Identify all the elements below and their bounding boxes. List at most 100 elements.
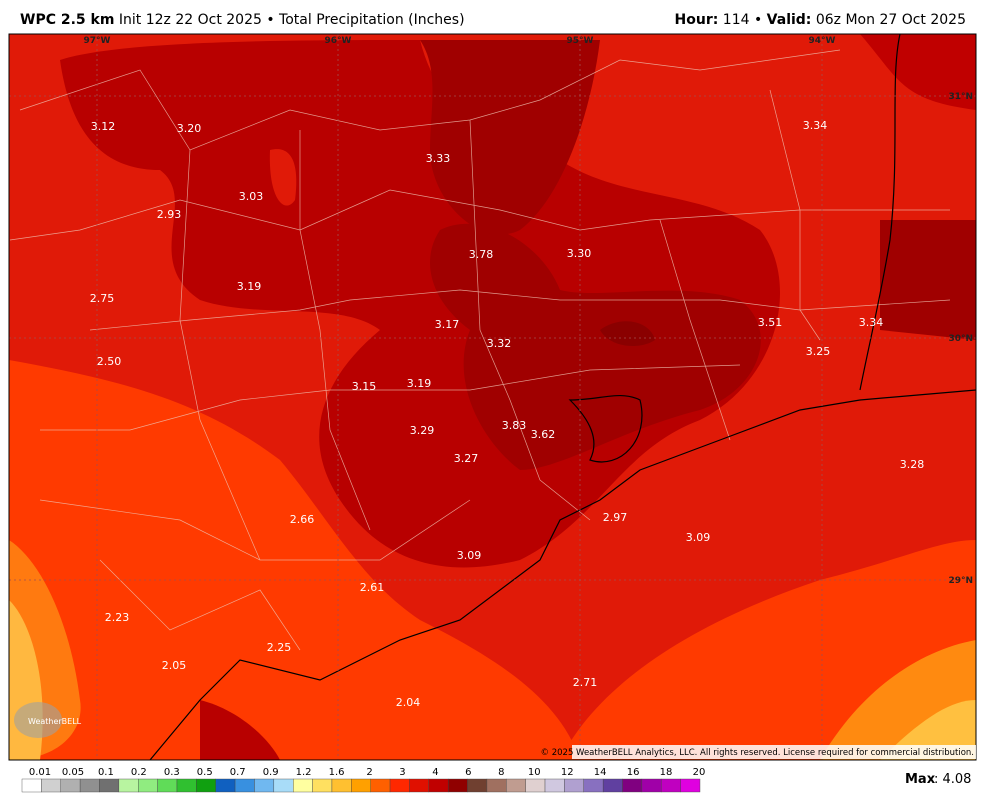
colorbar-swatch [234, 778, 255, 793]
colorbar-swatch [564, 778, 584, 793]
colorbar-swatch [661, 778, 681, 793]
colorbar-swatch [583, 778, 604, 793]
hour: 114 • [722, 12, 763, 28]
colorbar-swatch [79, 778, 100, 793]
point-value: 3.12 [91, 120, 116, 133]
point-value: 3.15 [352, 380, 377, 393]
point-value: 3.19 [237, 280, 262, 293]
point-value: 2.97 [603, 511, 628, 524]
colorbar-swatch [351, 778, 371, 793]
copyright-bg [572, 745, 976, 759]
point-value: 3.34 [859, 316, 884, 329]
max-label: Max [905, 772, 936, 787]
colorbar-label: 10 [528, 767, 541, 778]
colorbar-label: 4 [432, 767, 438, 778]
point-value: 3.30 [567, 247, 592, 260]
colorbar-swatch [138, 778, 158, 793]
point-value: 3.27 [454, 452, 479, 465]
colorbar-swatch [506, 778, 526, 793]
colorbar-swatch [370, 778, 391, 793]
point-value: 2.25 [267, 641, 292, 654]
point-value: 3.62 [531, 428, 556, 441]
colorbar-swatch [99, 778, 120, 793]
point-value: 3.33 [426, 152, 451, 165]
colorbar-label: 0.05 [62, 767, 84, 778]
colorbar-swatch [544, 778, 565, 793]
colorbar-label: 8 [498, 767, 504, 778]
colorbar-swatch [254, 778, 275, 793]
colorbar-label: 0.5 [197, 767, 213, 778]
colorbar-swatch [41, 778, 61, 793]
colorbar-swatch [331, 778, 352, 793]
point-value: 2.05 [162, 659, 187, 672]
header-left: WPC 2.5 km Init 12z 22 Oct 2025 • Total … [20, 12, 465, 28]
colorbar-label: 0.9 [263, 767, 279, 778]
coastline [149, 34, 976, 760]
colorbar-label: 1.6 [329, 767, 345, 778]
point-value: 3.28 [900, 458, 925, 471]
point-value: 3.29 [410, 424, 435, 437]
point-value: 2.71 [573, 676, 598, 689]
logo: WeatherBELL [28, 717, 82, 726]
colorbar-swatch [680, 778, 701, 793]
colorbar-label: 0.1 [98, 767, 114, 778]
colorbar-swatch [409, 778, 429, 793]
longitude-label: 97°W [84, 36, 111, 46]
colorbar-swatch [622, 778, 643, 793]
point-value: 3.25 [806, 345, 831, 358]
colorbar-swatch [602, 778, 623, 793]
point-value: 3.78 [469, 248, 494, 261]
colorbar-swatch [293, 778, 313, 793]
graticule [9, 34, 976, 760]
point-value: 3.32 [487, 337, 512, 350]
colorbar-label: 16 [627, 767, 640, 778]
header-right: Hour: 114 • Valid: 06z Mon 27 Oct 2025 [675, 12, 966, 28]
colorbar-swatch [215, 778, 236, 793]
logo-icon [14, 702, 62, 738]
colorbar-swatch [428, 778, 449, 793]
init: Init 12z 22 Oct 2025 • Total Precipitati… [118, 12, 465, 28]
latitude-label: 31°N [948, 92, 973, 102]
colorbar-swatch [447, 778, 468, 793]
precip-field [9, 34, 976, 760]
colorbar-label: 6 [465, 767, 471, 778]
colorbar-label: 1.2 [296, 767, 312, 778]
colorbar-label: 18 [660, 767, 673, 778]
colorbar-label: 0.7 [230, 767, 246, 778]
valid-label: Valid: [766, 12, 812, 28]
colorbar-label: 3 [399, 767, 405, 778]
copyright: © 2025 WeatherBELL Analytics, LLC. All r… [541, 748, 974, 758]
max-value: : 4.08 [934, 772, 971, 787]
colorbar-swatch [486, 778, 507, 793]
colorbar-swatch [21, 778, 42, 793]
point-value: 2.61 [360, 581, 385, 594]
point-value: 3.09 [457, 549, 482, 562]
point-value: 3.17 [435, 318, 460, 331]
colorbar-swatch [60, 778, 81, 793]
point-value: 3.19 [407, 377, 432, 390]
point-value: 2.23 [105, 611, 130, 624]
point-value: 3.51 [758, 316, 783, 329]
colorbar-label: 2 [366, 767, 372, 778]
county-lines [9, 49, 951, 651]
point-value: 3.34 [803, 119, 828, 132]
colorbar-swatch [273, 778, 294, 793]
colorbar-swatch [176, 778, 197, 793]
point-value: 3.83 [502, 419, 527, 432]
point-value: 2.50 [97, 355, 122, 368]
colorbar-swatch [312, 778, 333, 793]
point-value: 3.03 [239, 190, 264, 203]
longitude-label: 95°W [567, 36, 594, 46]
colorbar-swatch [641, 778, 662, 793]
colorbar-swatch [196, 778, 216, 793]
colorbar-label: 20 [693, 767, 706, 778]
point-value: 3.09 [686, 531, 711, 544]
point-value: 3.20 [177, 122, 202, 135]
colorbar-swatch [118, 778, 139, 793]
colorbar-label: 14 [594, 767, 607, 778]
point-value: 2.75 [90, 292, 115, 305]
model: WPC 2.5 km [20, 12, 115, 28]
valid: 06z Mon 27 Oct 2025 [815, 12, 966, 28]
colorbar-label: 0.01 [29, 767, 51, 778]
